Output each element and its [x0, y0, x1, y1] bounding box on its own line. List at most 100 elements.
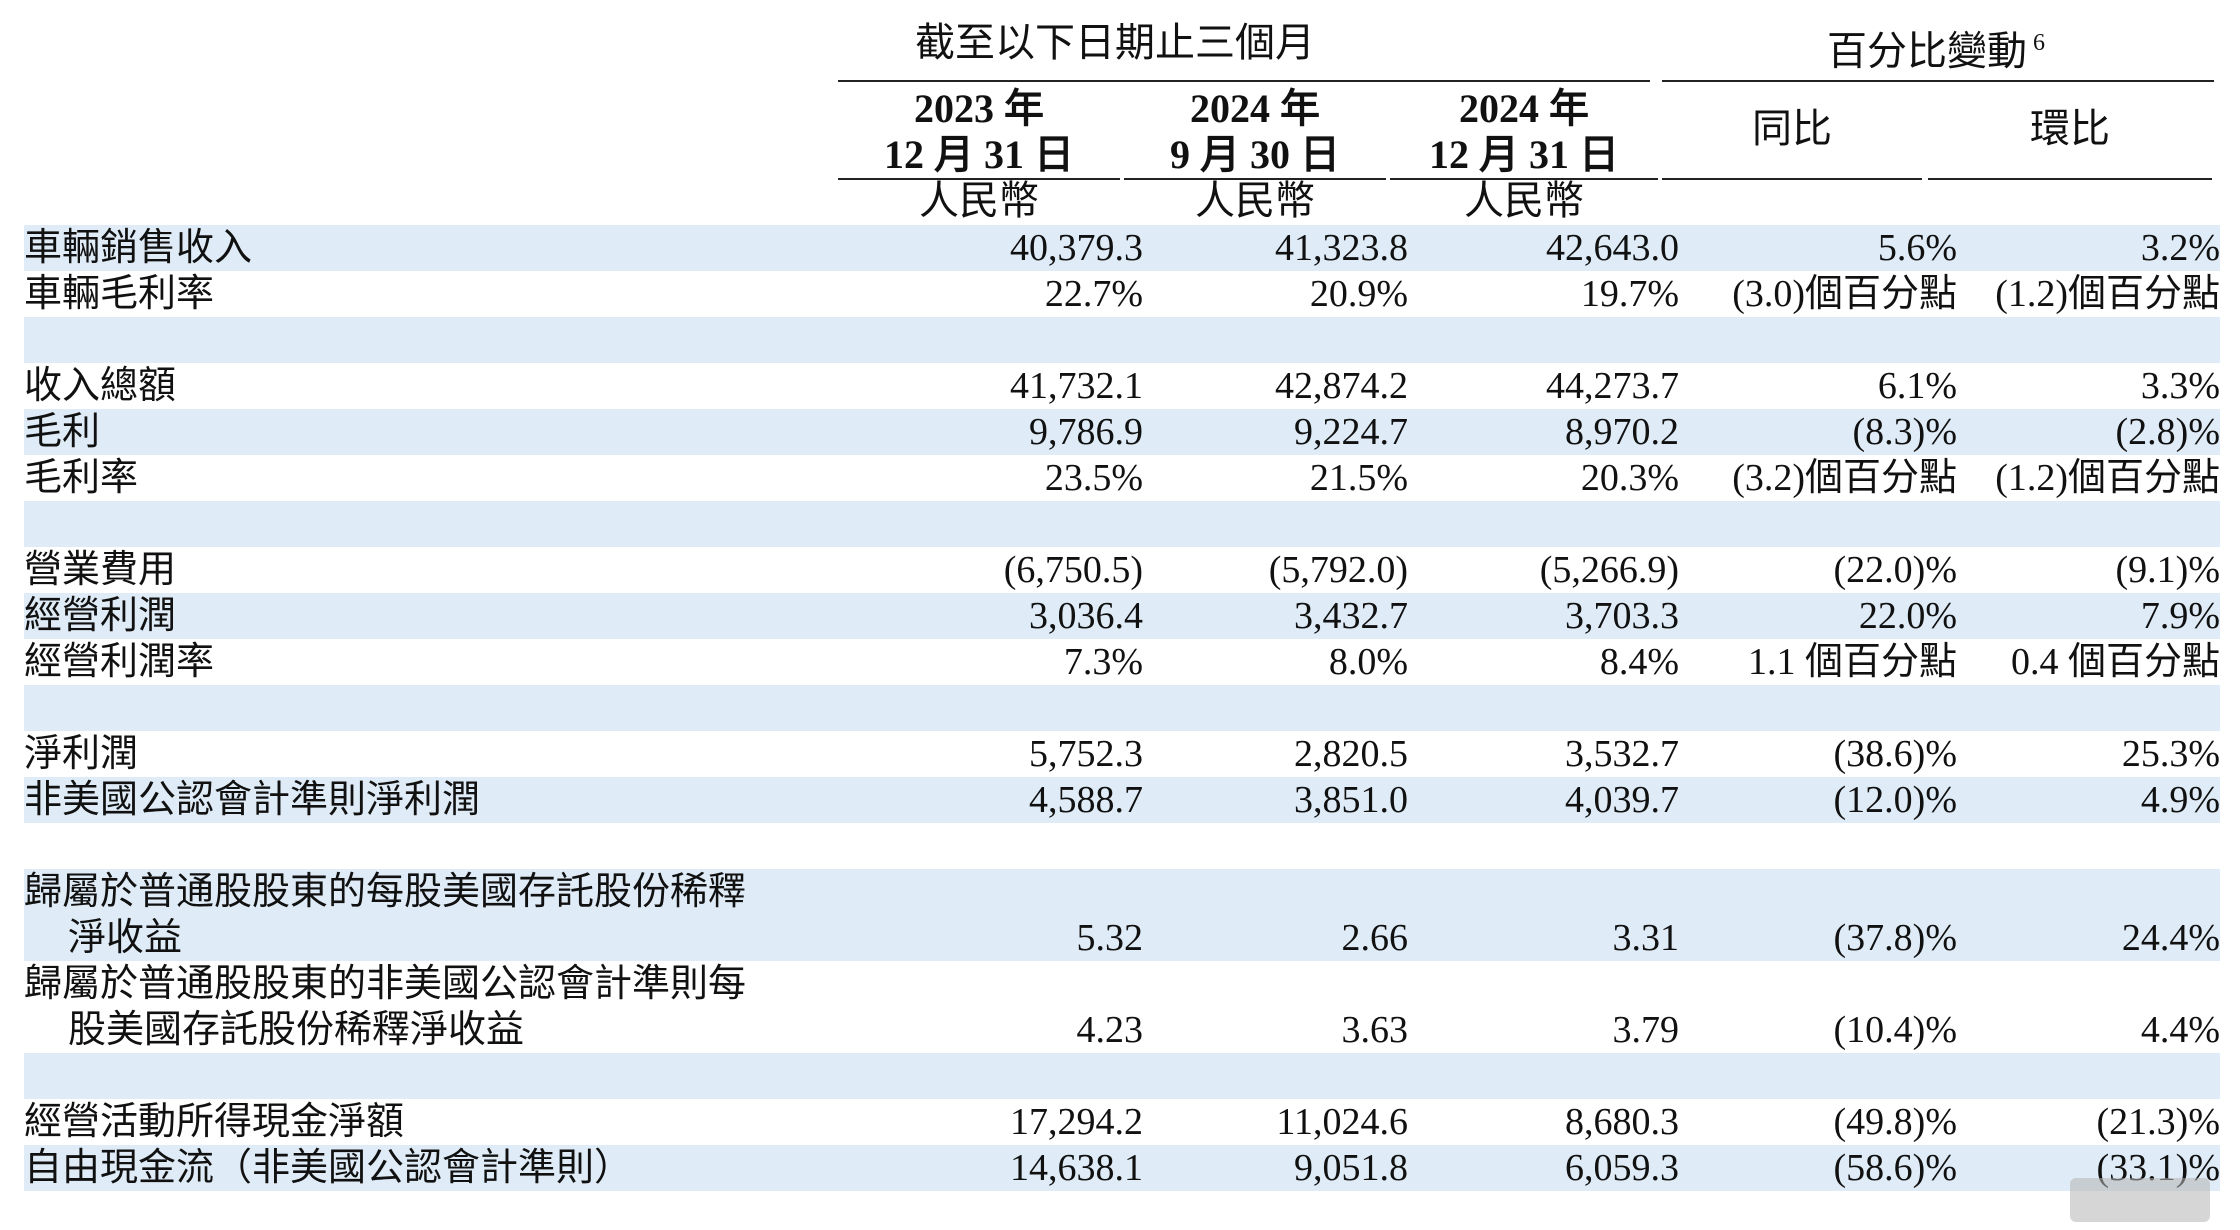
value-yoy: (58.6)% [1833, 1147, 1957, 1189]
value-yoy: 1.1 個百分點 [1747, 641, 1957, 683]
value-2024q4: 8,970.2 [1565, 411, 1679, 453]
spacer-row [24, 501, 2220, 547]
value-qoq: 24.4% [2121, 917, 2220, 959]
value-yoy: (8.3)% [1852, 411, 1957, 453]
value-2024q3: 2.66 [1341, 917, 1409, 959]
value-yoy: (12.0)% [1833, 779, 1957, 821]
change-group-label: 百分比變動 [1827, 28, 2027, 74]
table-row: 淨利潤 5,752.3 2,820.5 3,532.7 (38.6)% 25.3… [24, 731, 2220, 777]
table-row: 車輛毛利率 22.7% 20.9% 19.7% (3.0)個百分點 (1.2)個… [24, 271, 2220, 317]
col-3-date: 12 月 31 日 [1429, 132, 1619, 177]
value-yoy: (3.0)個百分點 [1732, 273, 1957, 315]
value-2023q4: 14,638.1 [1010, 1147, 1143, 1189]
change-group-rule [1662, 80, 2214, 82]
value-2024q4: 42,643.0 [1546, 227, 1679, 269]
value-qoq: 4.9% [2140, 779, 2220, 821]
col-1-rule [838, 178, 1120, 180]
table-row: 經營利潤 3,036.4 3,432.7 3,703.3 22.0% 7.9% [24, 593, 2220, 639]
table-row: 歸屬於普通股股東的非美國公認會計準則每 股美國存託股份稀釋淨收益 4.23 3.… [24, 961, 2220, 1053]
value-2024q4: 3.79 [1612, 1009, 1680, 1051]
value-2024q3: 3.63 [1341, 1009, 1409, 1051]
value-2023q4: 41,732.1 [1010, 365, 1143, 407]
table-row: 毛利 9,786.9 9,224.7 8,970.2 (8.3)% (2.8)% [24, 409, 2220, 455]
value-qoq: (9.1)% [2115, 549, 2220, 591]
value-qoq: 7.9% [2140, 595, 2220, 637]
value-yoy: 5.6% [1877, 227, 1957, 269]
row-label: 經營活動所得現金淨額 [24, 1101, 405, 1143]
value-yoy: (3.2)個百分點 [1732, 457, 1957, 499]
value-2023q4: 7.3% [1063, 641, 1143, 683]
value-qoq: (1.2)個百分點 [1995, 273, 2220, 315]
col-2-year: 2024 年 [1190, 86, 1320, 131]
qoq-rule [1928, 178, 2212, 180]
row-label: 經營利潤率 [24, 641, 215, 683]
table-row: 營業費用 (6,750.5) (5,792.0) (5,266.9) (22.0… [24, 547, 2220, 593]
table-row: 收入總額 41,732.1 42,874.2 44,273.7 6.1% 3.3… [24, 363, 2220, 409]
value-yoy: 22.0% [1858, 595, 1957, 637]
period-group-rule [838, 80, 1650, 82]
watermark-logo [2070, 1178, 2210, 1222]
row-label-line2: 股美國存託股份稀釋淨收益 [68, 1009, 525, 1051]
value-yoy: (38.6)% [1833, 733, 1957, 775]
col-header-2: 2024 年 9 月 30 日 [1124, 86, 1386, 178]
value-2024q3: 42,874.2 [1275, 365, 1408, 407]
row-label: 自由現金流（非美國公認會計準則） [24, 1147, 633, 1189]
row-label: 車輛毛利率 [24, 273, 215, 315]
spacer-row [24, 317, 2220, 363]
row-label: 淨利潤 [24, 733, 139, 775]
value-2024q4: 8,680.3 [1565, 1101, 1679, 1143]
col-1-date: 12 月 31 日 [884, 132, 1074, 177]
value-2024q4: 44,273.7 [1546, 365, 1679, 407]
value-yoy: (37.8)% [1833, 917, 1957, 959]
spacer-row [24, 685, 2220, 731]
value-2024q4: 3.31 [1612, 917, 1680, 959]
value-2024q4: 4,039.7 [1565, 779, 1679, 821]
row-label: 毛利率 [24, 457, 139, 499]
period-group-header: 截至以下日期止三個月 [915, 20, 1315, 65]
row-label: 毛利 [24, 411, 101, 453]
value-2024q4: 3,703.3 [1565, 595, 1679, 637]
qoq-header: 環比 [2030, 106, 2110, 151]
value-2023q4: 40,379.3 [1010, 227, 1143, 269]
col-2-date: 9 月 30 日 [1170, 132, 1340, 177]
value-yoy: 6.1% [1877, 365, 1957, 407]
col-header-3: 2024 年 12 月 31 日 [1390, 86, 1658, 178]
value-2024q4: 20.3% [1580, 457, 1679, 499]
value-2023q4: 4,588.7 [1029, 779, 1143, 821]
col-1-currency: 人民幣 [919, 178, 1039, 223]
value-2023q4: 22.7% [1044, 273, 1143, 315]
value-2023q4: 3,036.4 [1029, 595, 1143, 637]
footnote-marker: 6 [2033, 30, 2045, 56]
value-2024q4: 8.4% [1599, 641, 1679, 683]
value-qoq: 25.3% [2121, 733, 2220, 775]
value-2023q4: 23.5% [1044, 457, 1143, 499]
col-2-currency: 人民幣 [1195, 178, 1315, 223]
col-3-rule [1390, 178, 1658, 180]
value-2023q4: 5,752.3 [1029, 733, 1143, 775]
value-2023q4: 17,294.2 [1010, 1101, 1143, 1143]
value-2024q3: 41,323.8 [1275, 227, 1408, 269]
row-label: 經營利潤 [24, 595, 177, 637]
value-2024q4: 3,532.7 [1565, 733, 1679, 775]
value-2024q4: (5,266.9) [1539, 549, 1679, 591]
col-2-rule [1124, 178, 1386, 180]
change-group-header: 百分比變動 6 [1660, 20, 2212, 74]
value-2024q3: 8.0% [1328, 641, 1408, 683]
value-2024q3: 3,851.0 [1294, 779, 1408, 821]
value-2023q4: (6,750.5) [1003, 549, 1143, 591]
table-row: 毛利率 23.5% 21.5% 20.3% (3.2)個百分點 (1.2)個百分… [24, 455, 2220, 501]
value-2024q3: 9,224.7 [1294, 411, 1408, 453]
value-qoq: (1.2)個百分點 [1995, 457, 2220, 499]
table-row: 非美國公認會計準則淨利潤 4,588.7 3,851.0 4,039.7 (12… [24, 777, 2220, 823]
row-label-line1: 歸屬於普通股股東的每股美國存託股份稀釋 [24, 871, 747, 913]
row-label: 非美國公認會計準則淨利潤 [24, 779, 481, 821]
table-row: 車輛銷售收入 40,379.3 41,323.8 42,643.0 5.6% 3… [24, 225, 2220, 271]
table-row: 經營活動所得現金淨額 17,294.2 11,024.6 8,680.3 (49… [24, 1099, 2220, 1145]
col-1-year: 2023 年 [914, 86, 1044, 131]
value-2024q3: (5,792.0) [1268, 549, 1408, 591]
value-2024q3: 2,820.5 [1294, 733, 1408, 775]
spacer-row [24, 823, 2220, 869]
value-2024q3: 3,432.7 [1294, 595, 1408, 637]
col-3-currency: 人民幣 [1464, 178, 1584, 223]
